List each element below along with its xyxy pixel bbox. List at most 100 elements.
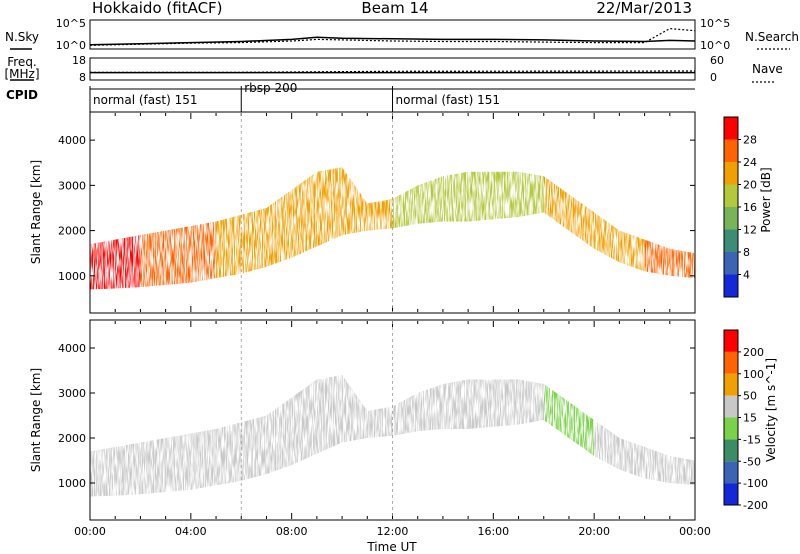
velocity-colorbar-label-2: 50 [743,390,757,403]
freq-label-line2: [MHz] [4,67,39,81]
noise-right-tick-bottom: 10^0 [700,39,730,52]
velocity-xtick-label-1: 04:00 [175,525,207,538]
velocity-band-segment-3 [165,433,191,492]
velocity-colorbar-cell-7 [724,330,738,352]
velocity-band-segment-7 [266,397,292,474]
velocity-band-segment-15 [468,379,494,429]
nsearch-label: N.Search [745,30,799,44]
velocity-band-segment-8 [291,379,317,465]
velocity-xtick-label-5: 20:00 [578,525,610,538]
velocity-ylabel: Slant Range [km] [29,368,43,472]
velocity-ytick-label-2: 3000 [58,387,86,400]
power-band-segment-15 [468,171,494,222]
velocity-xtick-label-3: 12:00 [377,525,409,538]
power-band-segment-12 [392,185,418,229]
power-band-segment-10 [342,167,368,236]
velocity-colorbar-label-1: 100 [743,368,764,381]
power-ytick-label-2: 3000 [58,179,86,192]
velocity-colorbar-label-4: -15 [743,433,761,446]
power-band-segment-6 [241,208,267,274]
velocity-colorbar-cell-3 [724,417,738,440]
power-band-segment-1 [115,235,141,289]
velocity-band-segment-17 [518,379,544,425]
velocity-band-segment-11 [367,406,393,438]
nave-series-line [90,70,696,73]
power-panel: Slant Range [km] 1000 2000 3000 4000 4 8 12 16… [29,111,773,314]
velocity-panel: Slant Range [km] 1000 2000 3000 4000 00:00 0… [29,319,778,554]
velocity-band-segment-4 [190,429,216,490]
power-band-segment-16 [493,171,519,220]
velocity-colorbar-cell-4 [724,395,738,418]
power-band-segment-20 [594,212,620,263]
power-band-segment-13 [417,176,443,224]
power-colorbar-cell-2 [724,229,738,252]
power-colorbar-cell-1 [724,252,738,275]
power-colorbar-cell-3 [724,207,738,230]
power-ytick-label-1: 2000 [58,225,86,238]
power-band-segment-9 [316,167,343,247]
cpid-segment-label-2: normal (fast) 151 [396,93,500,107]
velocity-xtick-label-6: 00:00 [679,525,711,538]
velocity-band-segment-23 [669,456,695,486]
noise-left-tick-top: 10^5 [56,17,86,30]
velocity-colorbar-cell-0 [724,483,738,505]
velocity-band-segment-20 [594,420,620,470]
power-colorbar-cell-4 [724,184,738,207]
cpid-segment-label-1: rbsp 200 [244,81,297,95]
velocity-colorbar-label-5: -50 [743,455,761,468]
power-band-segment-0 [90,239,116,290]
power-band-segment-3 [165,226,191,285]
velocity-band-segment-10 [342,375,368,443]
nave-label: Nave [752,62,783,76]
freq-label-line1: Freq. [7,55,37,69]
velocity-frame [89,319,696,521]
power-colorbar-label-0: 4 [743,269,750,282]
power-band-segment-2 [140,230,166,288]
power-band-segment-19 [569,194,595,249]
power-ytick-label-0: 1000 [58,270,86,283]
velocity-ytick-label-1: 2000 [58,432,86,445]
power-colorbar-label-4: 20 [743,179,757,192]
nsky-label: N.Sky [5,30,39,44]
power-band-segment-18 [543,176,569,231]
velocity-colorbar-cell-1 [724,461,738,484]
power-band-segment-17 [518,171,544,217]
freq-tick-bottom: 8 [79,71,86,84]
power-colorbar-cell-5 [724,162,738,185]
power-colorbar-label-1: 8 [743,246,750,259]
power-ylabel: Slant Range [km] [29,160,43,264]
velocity-band-segment-16 [493,379,519,427]
power-colorbar-cell-0 [724,274,738,297]
power-frame [89,111,696,314]
date-title: 22/Mar/2013 [596,0,692,17]
power-ytick-label-3: 4000 [58,134,86,147]
velocity-colorbar-label-7: -200 [743,499,768,512]
velocity-colorbar-label-0: 200 [743,346,764,359]
beam-title: Beam 14 [361,0,428,17]
noise-panel: N.Sky 10^5 10^0 10^5 10^0 N.Search [5,17,799,52]
power-colorbar-cell-6 [724,139,738,162]
velocity-band-segment-12 [392,393,418,436]
noise-right-tick-top: 10^5 [700,17,730,30]
power-band-segment-11 [367,198,393,231]
velocity-colorbar-cell-5 [724,373,738,396]
velocity-xtick-label-0: 00:00 [74,525,106,538]
time-axis-label: Time UT [366,540,417,554]
velocity-band-segment-5 [216,422,242,486]
station-title: Hokkaido (fitACF) [92,0,223,17]
power-band-segment-14 [442,171,469,222]
power-band-segment-22 [644,239,670,276]
velocity-ytick-label-3: 4000 [58,342,86,355]
power-band-segment-8 [291,171,317,258]
velocity-colorbar-cell-6 [724,351,738,374]
power-band-segment-23 [669,248,695,279]
power-colorbar-label: Power [dB] [759,167,773,232]
frequency-panel: Freq. [MHz] 18 8 60 0 Nave [4,54,782,84]
velocity-xtick-label-4: 16:00 [477,525,509,538]
velocity-band-segment-19 [569,402,595,456]
nave-tick-top: 60 [710,54,724,67]
power-band-segment-21 [619,230,645,272]
cpid-segment-label-0: normal (fast) 151 [93,93,197,107]
velocity-band-segment-1 [115,442,141,496]
